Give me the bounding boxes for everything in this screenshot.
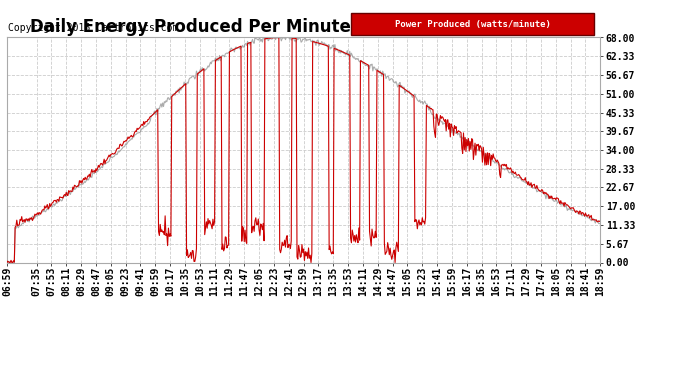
Text: Copyright 2016 Cartronics.com: Copyright 2016 Cartronics.com [8,23,179,33]
Text: Power Produced (watts/minute): Power Produced (watts/minute) [395,20,551,28]
FancyBboxPatch shape [351,13,594,35]
Title: Daily Energy Produced Per Minute (Wm) Thu Mar 17 19:04: Daily Energy Produced Per Minute (Wm) Th… [30,18,577,36]
